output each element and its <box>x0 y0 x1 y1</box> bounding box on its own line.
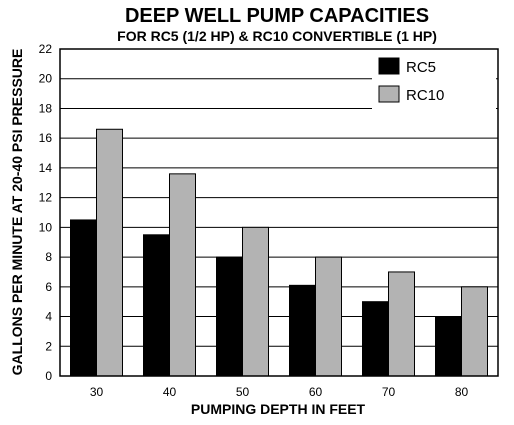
x-tick-label: 60 <box>309 385 323 399</box>
bar-rc10-40 <box>169 173 196 377</box>
bars <box>70 128 488 377</box>
y-axis-label: GALLONS PER MINUTE AT 20-40 PSI PRESSURE <box>9 49 25 376</box>
x-tick-labels: 30 40 50 60 70 80 <box>90 385 469 399</box>
x-tick-label: 80 <box>455 385 469 399</box>
x-tick-label: 50 <box>236 385 250 399</box>
y-tick-label: 8 <box>45 250 52 264</box>
bar-rc5-30 <box>70 219 97 377</box>
y-tick-label: 18 <box>39 101 53 115</box>
x-axis-label: PUMPING DEPTH IN FEET <box>191 401 366 417</box>
bar-rc10-60 <box>315 256 342 377</box>
y-tick-label: 20 <box>39 72 53 86</box>
y-tick-label: 12 <box>39 191 53 205</box>
plot-frame <box>59 48 499 377</box>
legend-label-rc10: RC10 <box>406 87 444 104</box>
y-tick-label: 4 <box>45 310 52 324</box>
bar-rc10-80 <box>461 286 488 377</box>
gridlines <box>60 78 498 347</box>
y-tick-label: 2 <box>45 339 52 353</box>
chart-title: DEEP WELL PUMP CAPACITIES <box>125 5 429 27</box>
bar-rc5-70 <box>362 301 389 377</box>
y-tick-label: 6 <box>45 280 52 294</box>
y-tick-label: 22 <box>39 42 53 56</box>
x-tick-label: 70 <box>382 385 396 399</box>
chart-subtitle: FOR RC5 (1/2 HP) & RC10 CONVERTIBLE (1 H… <box>117 28 437 44</box>
y-tick-label: 0 <box>45 369 52 383</box>
y-tick-label: 10 <box>39 220 53 234</box>
y-tick-labels: 0 2 4 6 8 10 12 14 16 18 20 22 <box>39 42 53 383</box>
bar-rc10-70 <box>388 271 415 377</box>
bar-rc5-50 <box>216 256 243 377</box>
legend-swatch-rc5 <box>378 57 400 75</box>
bar-rc10-50 <box>242 226 269 377</box>
bar-rc5-40 <box>143 234 170 377</box>
legend: RC5 RC10 <box>372 52 496 116</box>
x-tick-label: 30 <box>90 385 104 399</box>
x-tick-label: 40 <box>163 385 177 399</box>
legend-swatch-rc10 <box>378 85 400 103</box>
bar-rc5-80 <box>435 316 462 377</box>
legend-label-rc5: RC5 <box>406 59 436 76</box>
bar-rc5-60 <box>289 284 316 377</box>
bar-rc10-30 <box>96 128 123 377</box>
y-tick-label: 14 <box>39 161 53 175</box>
y-tick-label: 16 <box>39 131 53 145</box>
